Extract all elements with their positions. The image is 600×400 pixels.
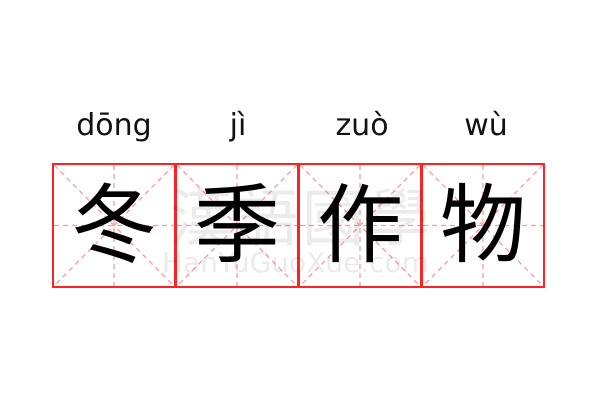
guide-lines — [177, 165, 297, 286]
character-cell: 物 — [421, 163, 545, 288]
character: 冬 — [71, 175, 157, 276]
guide-lines — [54, 165, 174, 286]
guide-lines — [300, 165, 420, 286]
character: 作 — [317, 175, 403, 276]
pinyin-4: wù — [464, 108, 508, 143]
character-cell: 冬 — [52, 163, 176, 288]
pinyin-2: jì — [229, 108, 247, 143]
pinyin-3: zuò — [335, 108, 389, 143]
pinyin-1: dōng — [76, 108, 152, 143]
character: 物 — [440, 175, 526, 276]
character-grid: 冬 季 作 物 — [52, 163, 548, 288]
character-cell: 季 — [175, 163, 299, 288]
character-cell: 作 — [298, 163, 422, 288]
character: 季 — [194, 175, 280, 276]
guide-lines — [423, 165, 543, 286]
